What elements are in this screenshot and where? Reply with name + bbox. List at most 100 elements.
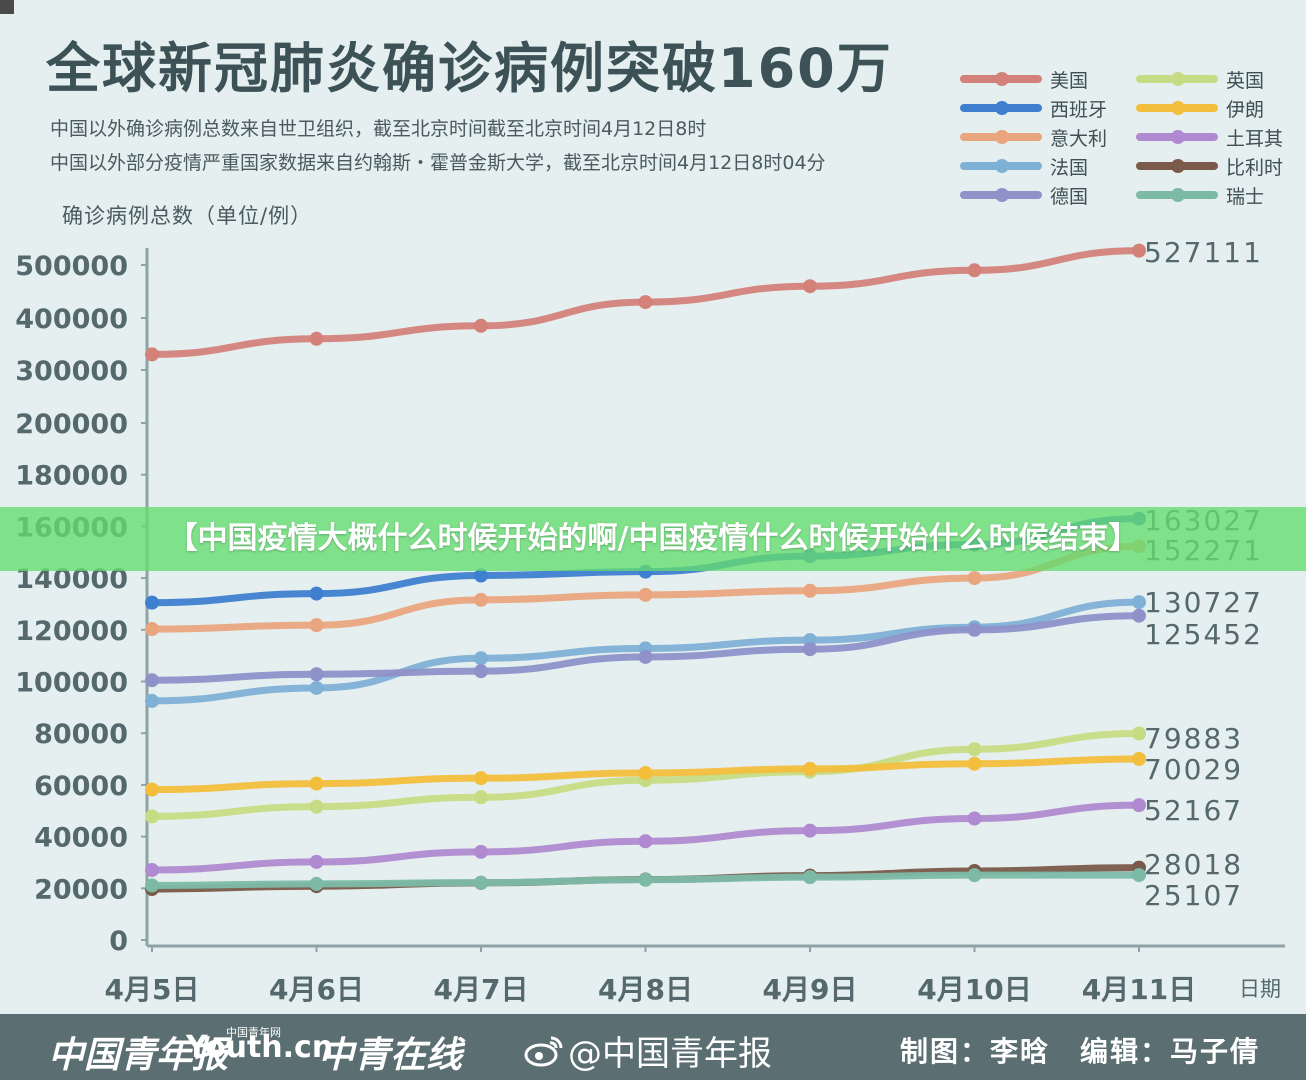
legend-item: 西班牙	[960, 97, 1108, 121]
logo-youth: Youth.cn	[186, 1030, 334, 1065]
x-axis-label: 日期	[1239, 977, 1281, 1001]
logo-cyd: 中国青年报	[48, 1034, 229, 1076]
series-point-7-3	[638, 834, 653, 849]
legend-label: 土耳其	[1226, 127, 1284, 150]
series-point-6-5	[967, 756, 982, 771]
series-point-3-1	[309, 680, 324, 695]
legend-label: 美国	[1050, 69, 1089, 92]
series-point-2-1	[309, 618, 324, 633]
weibo-handle[interactable]: @中国青年报	[524, 1026, 772, 1075]
series-point-5-1	[309, 799, 324, 814]
end-value-label-6: 70029	[1144, 753, 1243, 786]
series-point-2-2	[474, 592, 488, 607]
series-point-4-0	[145, 673, 159, 688]
series-point-6-6	[1132, 751, 1146, 766]
legend-swatch-dot	[995, 130, 1009, 144]
legend-swatch-dot	[1171, 101, 1185, 115]
series-point-5-0	[145, 809, 159, 824]
legend-swatch	[960, 130, 1042, 144]
legend-swatch-dot	[1171, 159, 1185, 173]
series-point-4-5	[967, 622, 982, 637]
series-point-2-0	[145, 622, 159, 637]
legend-item: 伊朗	[1136, 97, 1265, 121]
series-point-9-3	[638, 872, 653, 887]
legend-swatch	[1136, 72, 1218, 86]
credit-text: 制图：李晗 编辑：马子倩	[900, 1035, 1261, 1068]
legend-swatch-dot	[1171, 130, 1185, 144]
logo-youth-small: 中国青年网	[226, 1026, 281, 1039]
series-point-4-1	[309, 667, 324, 682]
source-note-1: 中国以外确诊病例总数来自世卫组织，截至北京时间截至北京时间4月12日8时	[50, 118, 707, 140]
y-axis-label: 确诊病例总数（单位/例）	[62, 204, 313, 228]
legend-label: 英国	[1226, 69, 1265, 92]
series-point-5-2	[474, 790, 488, 805]
series-point-6-0	[145, 782, 159, 797]
y-tick-label: 20000	[34, 874, 128, 905]
series-point-9-1	[309, 876, 324, 891]
x-tick-label: 4月11日	[1082, 973, 1196, 1006]
legend-swatch	[1136, 130, 1218, 144]
series-point-0-1	[309, 331, 324, 346]
weibo-text: @中国青年报	[568, 1034, 772, 1074]
legend-swatch	[1136, 101, 1218, 115]
series-point-4-2	[474, 664, 488, 679]
series-point-7-6	[1132, 798, 1146, 813]
series-point-7-1	[309, 854, 324, 869]
source-note-2: 中国以外部分疫情严重国家数据来自约翰斯・霍普金斯大学，截至北京时间4月12日8时…	[50, 152, 826, 174]
series-point-2-5	[967, 571, 982, 586]
series-point-4-6	[1132, 608, 1146, 623]
series-point-3-2	[474, 651, 488, 666]
y-tick-label: 120000	[15, 616, 128, 647]
y-tick-label: 180000	[15, 461, 128, 492]
legend-label: 德国	[1050, 185, 1089, 208]
y-tick-label: 200000	[15, 409, 128, 440]
legend-swatch	[1136, 159, 1218, 173]
series-point-5-6	[1132, 726, 1146, 741]
series-point-2-3	[638, 587, 653, 602]
series-point-0-0	[145, 347, 159, 362]
series-point-9-4	[803, 870, 817, 885]
legend-swatch	[960, 72, 1042, 86]
corner-mark	[0, 0, 14, 14]
x-tick-label: 4月6日	[269, 973, 364, 1006]
legend-item: 法国	[960, 155, 1089, 179]
y-tick-label: 500000	[15, 251, 128, 282]
series-point-6-2	[474, 771, 488, 786]
x-tick-label: 4月7日	[434, 973, 529, 1006]
legend-label: 西班牙	[1050, 98, 1108, 121]
y-tick-label: 100000	[15, 668, 128, 699]
end-value-label-5: 79883	[1144, 722, 1243, 755]
legend-swatch	[960, 159, 1042, 173]
footer: 中国青年报 中国青年网 Youth.cn 中青在线 @中国青年报 制图：李晗 编…	[0, 1014, 1306, 1080]
series-point-2-4	[803, 583, 817, 598]
legend-swatch-dot	[995, 188, 1009, 202]
chart-title: 全球新冠肺炎确诊病例突破160万	[46, 37, 893, 100]
legend-label: 瑞士	[1226, 185, 1265, 208]
weibo-icon	[524, 1036, 563, 1066]
series-point-7-2	[474, 844, 488, 859]
series-point-1-0	[145, 595, 159, 610]
x-tick-label: 4月8日	[598, 973, 693, 1006]
legend-label: 伊朗	[1226, 98, 1265, 121]
legend-swatch	[960, 101, 1042, 115]
legend-swatch	[1136, 188, 1218, 202]
legend-item: 意大利	[960, 126, 1107, 150]
series-point-0-3	[638, 295, 653, 310]
legend-swatch-dot	[995, 159, 1009, 173]
legend-swatch-dot	[995, 72, 1009, 86]
banner-text: 【中国疫情大概什么时候开始的啊/中国疫情什么时候开始什么时候结束】	[167, 521, 1139, 556]
series-point-3-0	[145, 693, 159, 708]
x-tick-label: 4月10日	[917, 973, 1031, 1006]
series-point-6-1	[309, 776, 324, 791]
series-point-9-5	[967, 868, 982, 883]
series-point-7-4	[803, 823, 817, 838]
end-value-label-7: 52167	[1144, 794, 1243, 827]
legend-label: 法国	[1050, 156, 1089, 179]
series-point-9-2	[474, 875, 488, 890]
end-value-label-3: 130727	[1144, 586, 1263, 619]
y-tick-label: 400000	[15, 304, 128, 335]
end-value-label-8: 28018	[1144, 848, 1243, 881]
y-tick-label: 0	[109, 926, 128, 957]
logo-zqzx: 中青在线	[318, 1034, 463, 1076]
